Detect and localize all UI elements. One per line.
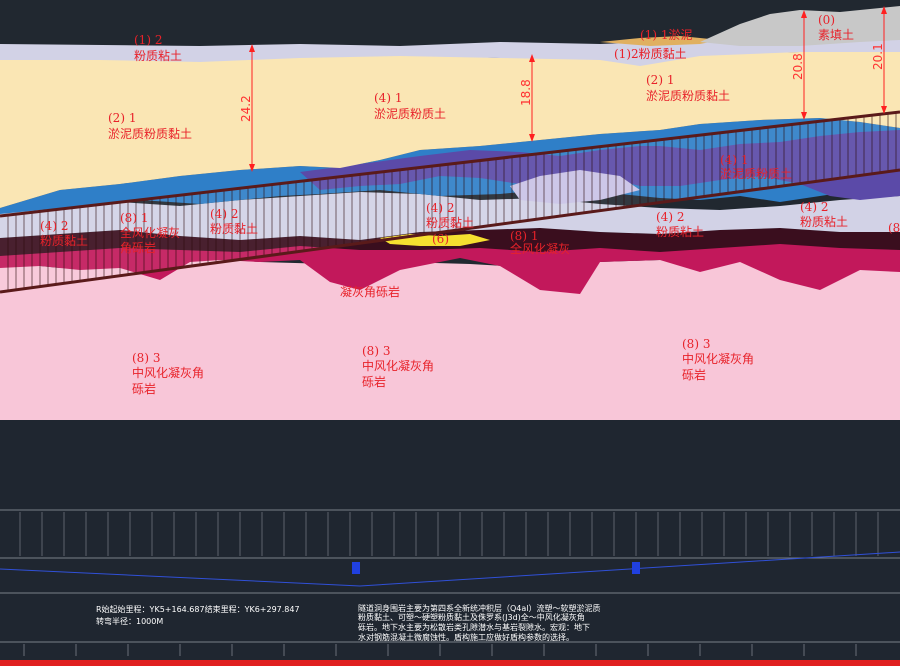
label-4-2-a-code: (4) 2 (40, 219, 68, 233)
label-8-1-b-name: 全风化凝灰 (510, 241, 570, 256)
label-4-1-name: 淤泥质粉质土 (374, 107, 446, 121)
label-8-1-b-code: (8) 1 (510, 229, 538, 243)
label-2-1-left-name: 淤泥质粉质黏土 (108, 127, 192, 141)
bottom-red-border (0, 660, 900, 666)
stratum-8-3 (0, 258, 900, 420)
label-8-3-a-code: (8) 3 (132, 351, 160, 365)
label-2-1-right-code: (2) 1 (646, 73, 674, 87)
label-1-1: (1) 1淤泥 (640, 28, 692, 42)
stratum-2-1 (0, 50, 900, 208)
label-8-3-c-code: (8) 3 (682, 337, 710, 351)
label-2-1-left-code: (2) 1 (108, 111, 136, 125)
cover-depth-value-3: 20.8 (791, 53, 805, 80)
label-8-3-a-name2: 砾岩 (132, 381, 156, 396)
stratum-0-fill (700, 6, 900, 46)
label-1-2-top-name: 粉质粘土 (134, 48, 182, 63)
label-8-1-a-code: (8) 1 (120, 211, 148, 225)
cover-depth-dimension-4: 20.1 (871, 6, 887, 114)
stratum-1-1 (600, 36, 720, 46)
label-8-3-a-name: 中风化凝灰角 (132, 365, 204, 380)
label-4-2-e-name: 粉质粘土 (800, 214, 848, 229)
label-4-1-code: (4) 1 (374, 91, 402, 105)
label-4-2-b-name: 粉质黏土 (210, 222, 258, 236)
profile-table-area (0, 420, 900, 666)
cover-depth-value-2: 18.8 (519, 79, 533, 106)
alignment-curve-line (0, 551, 900, 587)
label-4-1-right-code: (4) 1 (720, 153, 748, 167)
tunnel-bottom-line (0, 168, 900, 294)
label-8-3-c-name: 中风化凝灰角 (682, 351, 754, 366)
geology-note-3: 砾岩。地下水主要为松散岩类孔隙潜水与基岩裂隙水。宏观：地下 (358, 622, 590, 632)
label-4-1-right-name: 淤泥质粉质土 (720, 167, 792, 181)
cover-depth-dimension-2: 18.8 (519, 54, 535, 142)
tunnel-segment-hatch (7, 112, 897, 291)
cover-depth-value-4: 20.1 (871, 43, 885, 70)
mileage-note: R始起始里程：YK5+164.687结束里程：YK6+297.847 (96, 604, 300, 614)
label-8-3-b-code: (8) 3 (362, 344, 390, 358)
label-4-2-d-name: 粉质粘土 (656, 224, 704, 239)
label-8-3-b-name2: 砾岩 (362, 374, 386, 389)
tunnel-top-line (0, 110, 900, 218)
label-4-2-d-code: (4) 2 (656, 210, 684, 224)
alignment-marker-2 (632, 562, 640, 574)
label-6: (6) (432, 232, 449, 246)
label-8-3-b-name: 中风化凝灰角 (362, 358, 434, 373)
geology-note-1: 隧道洞身围岩主要为第四系全新统冲积层（Q4al）流塑～软塑淤泥质 (358, 603, 601, 613)
label-edge-8: (8) (888, 221, 900, 235)
tunnel-band (0, 112, 900, 292)
label-0-code: (0) (818, 13, 835, 27)
label-8-2: 凝灰角砾岩 (340, 284, 400, 299)
label-1-2-mid: (1)2粉质黏土 (614, 47, 687, 61)
station-tick-row (19, 512, 879, 656)
cover-depth-dimension-1: 24.2 (239, 44, 255, 172)
stratum-4-1-lens (510, 170, 640, 204)
label-4-2-c-code: (4) 2 (426, 201, 454, 215)
label-4-2-e-code: (4) 2 (800, 200, 828, 214)
label-8-1-a-name: 全风化凝灰 (120, 225, 180, 240)
geology-note-2: 粉质黏土、可塑～硬塑粉质黏土及侏罗系(J3d)全～中风化凝灰角 (358, 612, 585, 622)
label-4-2-a-name: 粉质黏土 (40, 234, 88, 248)
cover-depth-value-1: 24.2 (239, 95, 253, 122)
label-1-2-top-code: (1) 2 (134, 33, 162, 47)
radius-note: 转弯半径：1000M (96, 616, 163, 626)
label-2-1-right-name: 淤泥质粉质黏土 (646, 89, 730, 103)
geology-note-4: 水对钢筋混凝土微腐蚀性。盾构施工应做好盾构参数的选择。 (358, 632, 574, 642)
label-4-2-c-name: 粉质黏土 (426, 216, 474, 230)
alignment-marker-1 (352, 562, 360, 574)
label-0-name: 素填土 (818, 28, 854, 42)
cover-depth-dimension-3: 20.8 (791, 10, 807, 120)
label-4-2-b-code: (4) 2 (210, 207, 238, 221)
label-8-1-a-name2: 角砾岩 (120, 240, 156, 255)
label-8-3-c-name2: 砾岩 (682, 367, 706, 382)
stratum-4-2 (0, 192, 900, 240)
